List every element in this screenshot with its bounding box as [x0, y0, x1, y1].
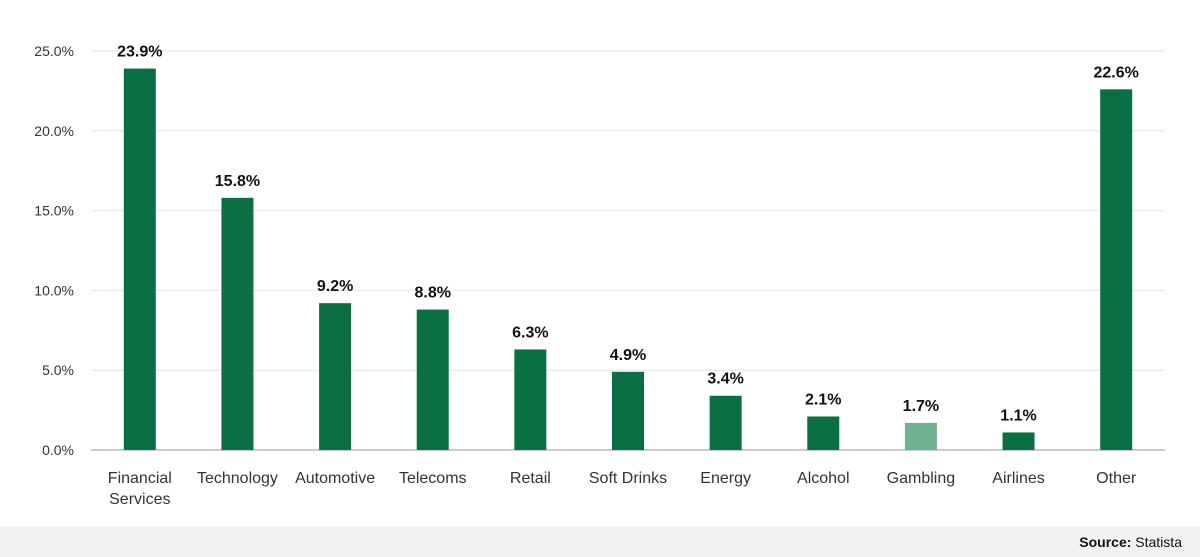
- x-tick-label-line: Telecoms: [399, 470, 467, 487]
- source-value: Statista: [1131, 534, 1182, 550]
- bar: [1100, 89, 1133, 450]
- x-tick-label-line: Financial: [108, 470, 172, 487]
- bar: [221, 197, 254, 450]
- data-label: 6.3%: [512, 324, 548, 341]
- data-label: 4.9%: [610, 347, 646, 364]
- x-tick-label-line: Soft Drinks: [589, 470, 667, 487]
- y-tick-label: 10.0%: [34, 282, 74, 298]
- x-tick-label: Other: [1096, 470, 1137, 487]
- y-tick-label: 5.0%: [42, 362, 74, 378]
- data-label: 1.7%: [903, 398, 939, 415]
- x-tick-label: Airlines: [992, 470, 1044, 487]
- bar: [904, 422, 937, 450]
- x-tick-label-line: Energy: [700, 470, 751, 487]
- footer-bar: Source: Statista: [0, 526, 1200, 557]
- bar: [807, 416, 840, 450]
- y-tick-label: 20.0%: [34, 123, 74, 139]
- source-label: Source:: [1079, 534, 1132, 550]
- bar: [709, 395, 742, 450]
- x-tick-label-line: Retail: [510, 470, 551, 487]
- bar: [1002, 432, 1035, 450]
- data-label: 23.9%: [117, 44, 162, 61]
- y-tick-label: 15.0%: [34, 203, 74, 219]
- bar: [416, 309, 449, 450]
- x-tick-label: Energy: [700, 470, 751, 487]
- x-tick-label: Technology: [197, 470, 278, 487]
- source-note: Source: Statista: [1079, 534, 1182, 550]
- x-tick-label-line: Gambling: [887, 470, 955, 487]
- x-tick-label-line: Services: [109, 491, 170, 508]
- data-label: 3.4%: [707, 371, 743, 388]
- bar: [612, 371, 644, 450]
- x-tick-label: Financial Services: [108, 470, 172, 508]
- y-tick-label: 25.0%: [34, 43, 74, 59]
- x-tick-label-line: Alcohol: [797, 470, 849, 487]
- x-tick-label: Telecoms: [399, 470, 467, 487]
- x-tick-label: Gambling: [887, 470, 955, 487]
- x-tick-label: Automotive: [295, 470, 375, 487]
- data-label: 22.6%: [1093, 64, 1138, 81]
- data-label: 2.1%: [805, 391, 841, 408]
- data-label: 9.2%: [317, 278, 353, 295]
- data-label: 8.8%: [414, 285, 450, 302]
- x-tick-label: Retail: [510, 470, 551, 487]
- bar-chart: 0.0% 5.0% 10.0% 15.0% 20.0% 25.0% 23.9% Financi…: [34, 43, 1165, 508]
- bar: [319, 303, 352, 450]
- x-tick-label: Soft Drinks: [589, 470, 667, 487]
- x-tick-label-line: Airlines: [992, 470, 1044, 487]
- x-tick-label-line: Other: [1096, 470, 1137, 487]
- x-tick-label-line: Technology: [197, 470, 278, 487]
- y-tick-label: 0.0%: [42, 442, 74, 458]
- bar: [123, 68, 156, 450]
- x-tick-label-line: Automotive: [295, 470, 375, 487]
- data-label: 1.1%: [1000, 407, 1036, 424]
- bar: [514, 349, 547, 450]
- data-label: 15.8%: [215, 173, 260, 190]
- x-tick-label: Alcohol: [797, 470, 849, 487]
